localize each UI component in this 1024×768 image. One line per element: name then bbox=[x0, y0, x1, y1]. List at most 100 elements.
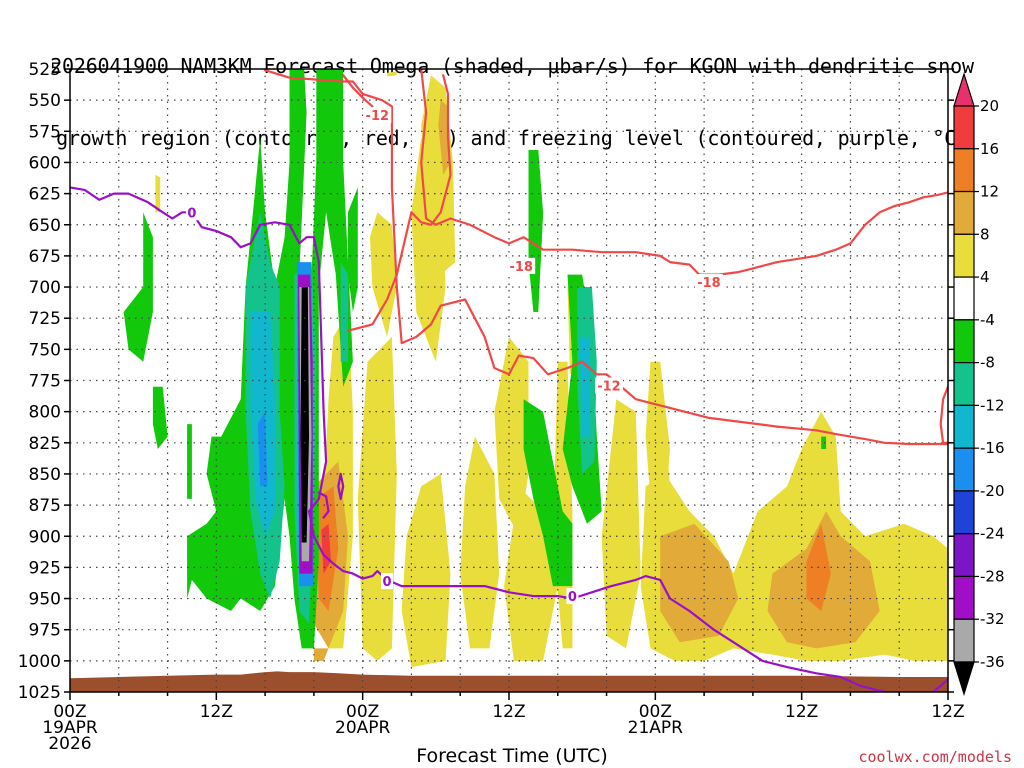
contour-freezing-level bbox=[70, 186, 886, 692]
y-tick-label-1025: 1025 bbox=[18, 683, 61, 703]
contour-label-bg-0-0 bbox=[363, 107, 392, 124]
colorbar-label-4: 4 bbox=[980, 268, 990, 286]
x-axis-title: Forecast Time (UTC) bbox=[416, 745, 608, 767]
y-tick-label-650: 650 bbox=[29, 216, 61, 236]
colorbar-label-0: 20 bbox=[980, 97, 999, 115]
colorbar-label-10: -24 bbox=[980, 525, 1005, 543]
colorbar-box-11 bbox=[953, 533, 975, 578]
y-tick-label-950: 950 bbox=[29, 590, 61, 610]
omega-positive-weak-1 bbox=[411, 137, 446, 362]
x-tick-label-5-0: 12Z bbox=[785, 702, 818, 722]
colorbar-label-5: -4 bbox=[980, 311, 995, 329]
colorbar-box-3 bbox=[953, 190, 975, 235]
omega-negative-moderate-2 bbox=[340, 262, 348, 362]
omega-positive-weak-14 bbox=[155, 174, 161, 213]
contour-label-bg-2-2 bbox=[566, 588, 579, 605]
contour-label-bg-1-1 bbox=[694, 274, 723, 291]
x-tick-label-4-0: 00Z bbox=[639, 702, 672, 722]
colorbar-box-6 bbox=[953, 319, 975, 364]
y-tick-label-825: 825 bbox=[29, 434, 61, 454]
colorbar-label-8: -16 bbox=[980, 439, 1005, 457]
omega-negative-weak-6 bbox=[533, 212, 544, 263]
x-tick-label-1-0: 12Z bbox=[200, 702, 233, 722]
x-tick-label-4-1: 21APR bbox=[628, 718, 684, 738]
colorbar-label-13: -36 bbox=[980, 653, 1005, 671]
credit-text: coolwx.com/models bbox=[858, 748, 1012, 766]
contour-minus12-upper-b bbox=[342, 74, 374, 108]
contour-label-0-0: -12 bbox=[366, 109, 390, 124]
colorbar-label-6: -8 bbox=[980, 354, 995, 372]
contour-freezing-level-notch bbox=[317, 491, 330, 519]
contour-minus12-main bbox=[264, 69, 948, 446]
contour-label-1-1: -18 bbox=[697, 276, 721, 291]
colorbar-triangle-top bbox=[953, 71, 975, 107]
y-tick-label-675: 675 bbox=[29, 247, 61, 267]
contour-label-2-0: 0 bbox=[187, 206, 196, 221]
colorbar-box-13 bbox=[953, 618, 975, 663]
y-tick-label-625: 625 bbox=[29, 185, 61, 205]
contour-label-bg-2-1 bbox=[381, 573, 394, 590]
contour-minus18-main bbox=[420, 69, 948, 276]
x-tick-label-0-0: 00Z bbox=[53, 702, 86, 722]
colorbar-label-12: -32 bbox=[980, 610, 1005, 628]
y-tick-label-850: 850 bbox=[29, 465, 61, 485]
x-tick-label-0-1: 19APR bbox=[42, 718, 98, 738]
x-tick-label-3-0: 12Z bbox=[492, 702, 525, 722]
y-tick-label-775: 775 bbox=[29, 372, 61, 392]
omega-negative-weak-1 bbox=[348, 187, 358, 312]
contour-label-2-2: 0 bbox=[568, 590, 577, 605]
colorbar-box-5 bbox=[953, 276, 975, 321]
y-tick-label-975: 975 bbox=[29, 621, 61, 641]
omega-positive-weak-16 bbox=[387, 71, 397, 77]
contour-freezing-level-right bbox=[932, 678, 948, 692]
omega-shading bbox=[123, 69, 948, 668]
colorbar-label-2: 12 bbox=[980, 183, 999, 201]
omega-positive-weak-13 bbox=[655, 411, 670, 499]
contour-label-1-0: -18 bbox=[509, 260, 533, 275]
colorbar-box-1 bbox=[953, 105, 975, 150]
colorbar-box-12 bbox=[953, 575, 975, 620]
colorbar-box-9 bbox=[953, 447, 975, 492]
colorbar-label-1: 16 bbox=[980, 140, 999, 158]
y-tick-label-575: 575 bbox=[29, 122, 61, 142]
y-tick-label-550: 550 bbox=[29, 91, 61, 111]
y-tick-label-600: 600 bbox=[29, 153, 61, 173]
colorbar-box-10 bbox=[953, 490, 975, 535]
contour-label-bg-1-0 bbox=[507, 257, 536, 274]
y-tick-label-900: 900 bbox=[29, 527, 61, 547]
colorbar-triangle-bottom bbox=[953, 661, 975, 697]
contour-minus12-upper-a bbox=[346, 74, 452, 332]
colorbar-label-7: -12 bbox=[980, 396, 1005, 414]
contour-label-bg-0-1 bbox=[594, 377, 623, 394]
contour-minus12-right bbox=[939, 385, 948, 444]
omega-negative-weak-4 bbox=[187, 424, 192, 499]
colorbar: 20 16 12 8 4 -4 -8 -12 -16 -20 -24 -28 -32 -36 bbox=[953, 71, 1005, 697]
colorbar-label-11: -28 bbox=[980, 567, 1005, 585]
terrain-layer bbox=[70, 671, 948, 692]
omega-positive-weak-7 bbox=[494, 336, 529, 537]
omega-positive-moderate-4 bbox=[313, 648, 329, 661]
y-tick-label-1000: 1000 bbox=[18, 652, 61, 672]
y-axis: 525 550 575 600 625 650 675 700 725 750 775 800 825 8… bbox=[18, 60, 954, 703]
x-tick-label-2-1: 20APR bbox=[335, 718, 391, 738]
omega-positive-weak-5 bbox=[401, 473, 451, 668]
y-tick-label-800: 800 bbox=[29, 403, 61, 423]
y-tick-label-875: 875 bbox=[29, 496, 61, 516]
omega-positive-weak-6 bbox=[460, 436, 500, 649]
omega-negative-weak-3 bbox=[152, 386, 168, 449]
omega-negative-weak-8 bbox=[523, 399, 573, 587]
omega-negative-verystrong-0 bbox=[257, 411, 268, 487]
y-tick-label-925: 925 bbox=[29, 558, 61, 578]
omega-positive-weak-10 bbox=[601, 399, 641, 649]
colorbar-label-3: 8 bbox=[980, 225, 990, 243]
y-tick-label-525: 525 bbox=[29, 60, 61, 80]
contour-labels: -12 -12 -18 -18 0 0 0 bbox=[185, 107, 723, 605]
x-tick-label-0-2: 2026 bbox=[48, 734, 91, 754]
omega-negative-weak-2 bbox=[123, 212, 153, 362]
omega-positive-weak-2 bbox=[370, 212, 397, 337]
y-tick-label-725: 725 bbox=[29, 309, 61, 329]
omega-negative-max bbox=[300, 287, 309, 543]
colorbar-label-9: -20 bbox=[980, 482, 1005, 500]
